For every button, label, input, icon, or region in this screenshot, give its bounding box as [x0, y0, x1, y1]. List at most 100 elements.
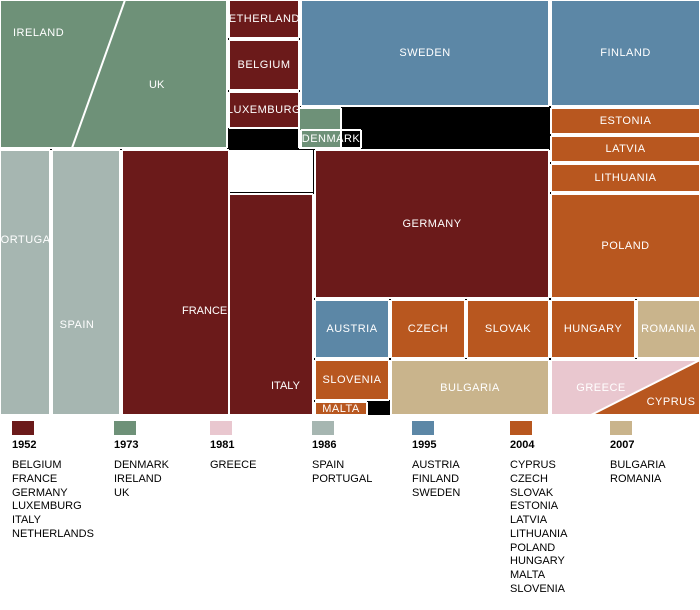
region-slovak: SLOVAK	[467, 300, 549, 358]
legend-country: GREECE	[210, 459, 256, 473]
region-ireland: IRELAND	[0, 0, 227, 148]
region-romania: ROMANIA	[637, 300, 700, 358]
legend-country: AUSTRIA	[412, 459, 460, 473]
legend-country: GERMANY	[12, 487, 68, 501]
region-lithuania: LITHUANIA	[551, 164, 700, 192]
region-estonia: ESTONIA	[551, 108, 700, 134]
legend-country: LITHUANIA	[510, 528, 567, 542]
legend-country: SPAIN	[312, 459, 344, 473]
legend-country: CYPRUS	[510, 459, 556, 473]
legend-country: POLAND	[510, 542, 555, 556]
legend-col-2004: 2004 CYPRUSCZECHSLOVAKESTONIALATVIALITHUA…	[510, 421, 610, 597]
region-portugal: PORTUGAL	[0, 150, 50, 415]
region-label-italy: ITALY	[271, 380, 300, 392]
region-label-malta: MALTA	[321, 402, 361, 415]
legend-col-1995: 1995 AUSTRIAFINLANDSWEDEN	[412, 421, 510, 597]
region-label-latvia: LATVIA	[604, 142, 646, 156]
region-france-top	[122, 150, 229, 415]
region-luxemburg: LUXEMBURG	[229, 92, 299, 128]
legend-country: MALTA	[510, 569, 545, 583]
region-white-gap	[229, 150, 313, 192]
region-label-poland: POLAND	[600, 239, 650, 253]
legend-country: LATVIA	[510, 514, 547, 528]
legend-col-1973: 1973 DENMARKIRELANDUK	[114, 421, 210, 597]
legend-country: UK	[114, 487, 129, 501]
region-label-slovak: SLOVAK	[484, 322, 532, 336]
legend-swatch-1973	[114, 421, 136, 435]
region-label-belgium: BELGIUM	[236, 58, 291, 72]
legend-col-2007: 2007 BULGARIAROMANIA	[610, 421, 700, 597]
region-label-czech: CZECH	[407, 322, 449, 336]
eu-expansion-cartogram: IRELAND UK NETHERLANDS BELGIUM LUXEMBURG DENM…	[0, 0, 700, 415]
region-label-romania: ROMANIA	[640, 322, 697, 336]
legend-country: BELGIUM	[12, 459, 62, 473]
region-czech: CZECH	[391, 300, 465, 358]
legend-country: DENMARK	[114, 459, 169, 473]
legend-country: NETHERLANDS	[12, 528, 94, 542]
region-label-netherlands: NETHERLANDS	[229, 12, 299, 26]
legend-year: 1995	[412, 439, 436, 451]
region-label-spain: SPAIN	[59, 318, 96, 332]
region-label-germany: GERMANY	[401, 217, 462, 231]
region-hungary: HUNGARY	[551, 300, 635, 358]
legend-country: ROMANIA	[610, 473, 661, 487]
legend-country: BULGARIA	[610, 459, 666, 473]
region-label-ireland: IRELAND	[12, 26, 65, 40]
legend-year: 2004	[510, 439, 534, 451]
region-malta: MALTA	[315, 402, 367, 415]
legend-swatch-2004	[510, 421, 532, 435]
region-label-hungary: HUNGARY	[563, 322, 623, 336]
region-label-portugal: PORTUGAL	[0, 233, 50, 247]
region-slovenia: SLOVENIA	[315, 360, 389, 400]
region-sweden: SWEDEN	[301, 0, 549, 106]
legend-country: FRANCE	[12, 473, 57, 487]
region-label-denmark: DENMARK	[301, 132, 361, 146]
legend-swatch-2007	[610, 421, 632, 435]
legend-country: SWEDEN	[412, 487, 460, 501]
legend-country: IRELAND	[114, 473, 162, 487]
legend-country: ESTONIA	[510, 500, 558, 514]
legend-country: SLOVAK	[510, 487, 553, 501]
legend-swatch-1952	[12, 421, 34, 435]
legend-country: LUXEMBURG	[12, 500, 82, 514]
region-belgium: BELGIUM	[229, 40, 299, 90]
region-austria: AUSTRIA	[315, 300, 389, 358]
legend-col-1952: 1952 BELGIUMFRANCEGERMANYLUXEMBURGITALYNE…	[12, 421, 114, 597]
region-label-bulgaria: BULGARIA	[439, 381, 501, 395]
legend-col-1986: 1986 SPAINPORTUGAL	[312, 421, 412, 597]
region-label-uk: UK	[149, 79, 164, 91]
region-label-finland: FINLAND	[599, 46, 652, 60]
region-germany: GERMANY	[315, 150, 549, 298]
legend-country: SLOVENIA	[510, 583, 565, 597]
region-bulgaria: BULGARIA	[391, 360, 549, 415]
legend-country: CZECH	[510, 473, 548, 487]
region-netherlands: NETHERLANDS	[229, 0, 299, 38]
legend-swatch-1986	[312, 421, 334, 435]
legend-swatch-1981	[210, 421, 232, 435]
region-spain: SPAIN	[52, 150, 120, 415]
region-cyprus: CYPRUS	[551, 360, 700, 415]
legend-country: HUNGARY	[510, 555, 565, 569]
legend: 1952 BELGIUMFRANCEGERMANYLUXEMBURGITALYNE…	[0, 415, 700, 597]
region-latvia: LATVIA	[551, 136, 700, 162]
legend-swatch-1995	[412, 421, 434, 435]
region-label-sweden: SWEDEN	[398, 46, 451, 60]
legend-year: 2007	[610, 439, 634, 451]
region-label-estonia: ESTONIA	[599, 114, 653, 128]
region-denmark: DENMARK	[301, 130, 361, 148]
legend-year: 1986	[312, 439, 336, 451]
region-label-slovenia: SLOVENIA	[321, 373, 382, 387]
legend-country: PORTUGAL	[312, 473, 372, 487]
legend-country: FINLAND	[412, 473, 459, 487]
region-poland: POLAND	[551, 194, 700, 298]
region-label-luxemburg: LUXEMBURG	[229, 103, 299, 117]
legend-year: 1973	[114, 439, 138, 451]
region-label-france: FRANCE	[182, 305, 227, 317]
region-label-lithuania: LITHUANIA	[594, 171, 658, 185]
region-label-austria: AUSTRIA	[325, 322, 378, 336]
region-finland: FINLAND	[551, 0, 700, 106]
legend-year: 1952	[12, 439, 36, 451]
legend-year: 1981	[210, 439, 234, 451]
legend-country: ITALY	[12, 514, 41, 528]
legend-col-1981: 1981 GREECE	[210, 421, 312, 597]
